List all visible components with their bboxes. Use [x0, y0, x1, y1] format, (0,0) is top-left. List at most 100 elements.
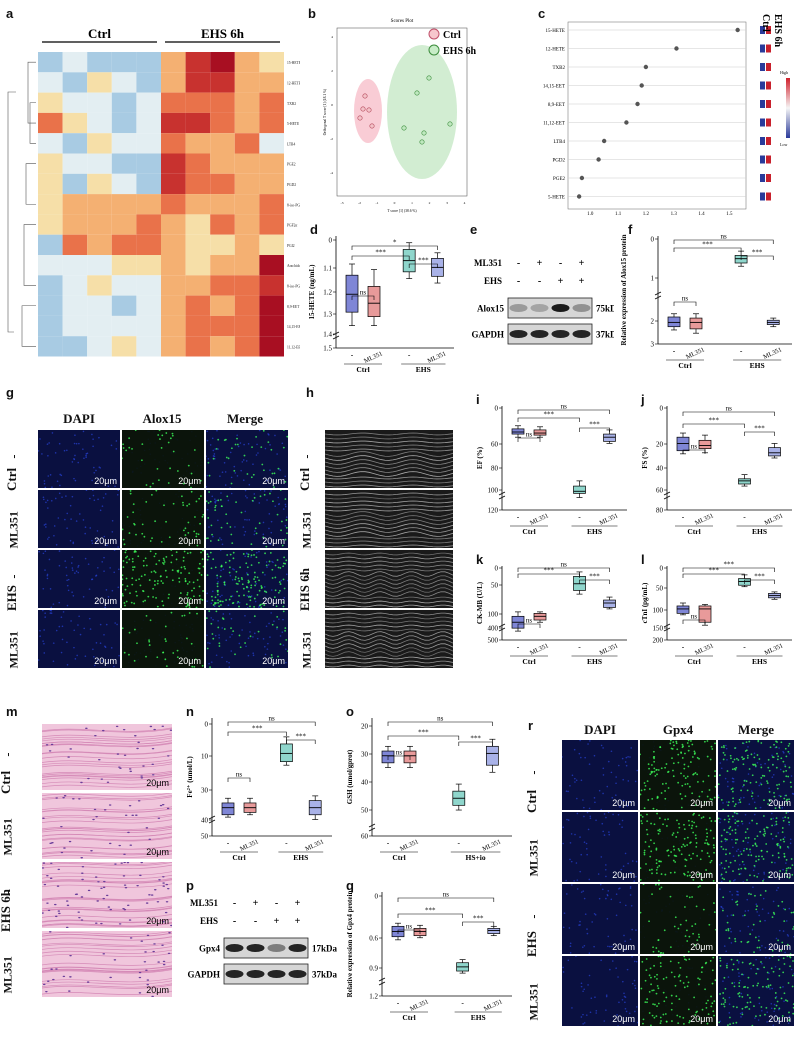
nucleus-dot [588, 952, 591, 954]
signal-dot [643, 849, 646, 852]
heat-cell [161, 173, 186, 195]
fiber [42, 795, 172, 800]
nucleus-dot [64, 560, 67, 562]
signal-dot [122, 560, 125, 562]
micrograph-texture [640, 740, 716, 810]
nucleus-dot [129, 542, 132, 545]
signal-dot [782, 760, 785, 763]
signal-dot [688, 1021, 691, 1024]
signal-dot [731, 768, 734, 771]
signal-dot [692, 852, 694, 855]
nucleus-dot [140, 541, 143, 544]
nucleus-dot [652, 991, 655, 993]
signal-dot [165, 576, 168, 578]
nucleus-dot [66, 604, 69, 607]
nucleus-dot [221, 627, 224, 629]
nucleus-dot [180, 641, 183, 644]
nucleus-dot [631, 982, 634, 985]
signal-dot [233, 469, 236, 472]
signal-dot [143, 535, 146, 538]
signal-dot [254, 527, 257, 530]
signal-dot [746, 754, 749, 757]
signal-dot [737, 759, 740, 761]
signal-dot [160, 580, 163, 582]
row-label-dash: - [0, 752, 15, 757]
heat-cell [62, 214, 88, 235]
nucleus [123, 884, 127, 886]
micrograph-texture [122, 611, 204, 668]
sig-bracket [458, 741, 493, 746]
signal-dot [727, 865, 730, 868]
signal-dot [692, 831, 695, 834]
signal-dot [695, 845, 698, 848]
nucleus-dot [136, 467, 138, 469]
signal-dot [189, 597, 192, 600]
ctrl-point [369, 123, 375, 129]
nucleus-dot [113, 550, 116, 551]
signal-dot [193, 595, 195, 598]
nucleus-dot [206, 508, 209, 511]
nucleus-dot [38, 659, 40, 661]
nucleus-dot [657, 940, 660, 943]
signal-dot [744, 831, 747, 833]
sig-bracket [517, 567, 610, 572]
plot-frame [336, 27, 468, 197]
signal-dot [691, 925, 694, 928]
signal-dot [193, 587, 195, 590]
signal-dot [685, 919, 688, 922]
signal-dot [681, 757, 684, 759]
signal-dot [182, 504, 185, 507]
row-label-drug: ML351 [0, 818, 15, 856]
nucleus-dot [614, 952, 617, 954]
axis-break [663, 491, 671, 500]
sig-label: *** [418, 729, 429, 737]
nucleus-dot [196, 465, 199, 467]
nucleus-dot [273, 620, 275, 623]
nucleus-dot [97, 566, 99, 569]
nucleus [49, 877, 53, 880]
y-axis-label: 15-HETE (ng/mL) [308, 264, 316, 320]
nucleus-dot [267, 564, 270, 566]
signal-dot [667, 818, 669, 821]
signal-dot [280, 529, 282, 532]
signal-dot [680, 806, 683, 809]
signal-dot [694, 1014, 697, 1016]
nucleus-dot [221, 543, 224, 546]
echo-trace [325, 432, 453, 436]
nucleus-dot [268, 542, 271, 545]
sig-bracket [462, 921, 495, 926]
sign: - [275, 898, 278, 909]
scale-label: High [780, 70, 788, 75]
fiber [42, 851, 172, 856]
fiber [42, 918, 172, 924]
nucleus-dot [701, 1001, 704, 1004]
nucleus-dot [110, 444, 113, 447]
signal-dot [283, 587, 286, 590]
nucleus-dot [764, 956, 767, 959]
nucleus-dot [624, 761, 627, 763]
signal-dot [651, 798, 654, 800]
nucleus-dot [562, 926, 565, 929]
signal-dot [227, 457, 230, 460]
nucleus-dot [189, 524, 191, 526]
nucleus-dot [645, 870, 648, 873]
signal-dot [776, 1000, 779, 1003]
nucleus-dot [160, 443, 163, 446]
signal-dot [783, 852, 786, 855]
signal-dot [169, 467, 171, 470]
signal-dot [761, 855, 763, 858]
signal-dot [765, 826, 768, 829]
nucleus-dot [562, 756, 563, 758]
row-label: 14,15-EET [543, 85, 565, 90]
nucleus [69, 748, 73, 750]
signal-dot [768, 798, 771, 801]
signal-dot [683, 872, 685, 875]
signal-dot [210, 622, 213, 625]
heat-cell [38, 275, 63, 296]
heat-cell [111, 72, 137, 93]
signal-dot [750, 893, 752, 896]
sig-bracket [517, 437, 541, 442]
box [345, 274, 359, 313]
nucleus-dot [615, 776, 617, 778]
